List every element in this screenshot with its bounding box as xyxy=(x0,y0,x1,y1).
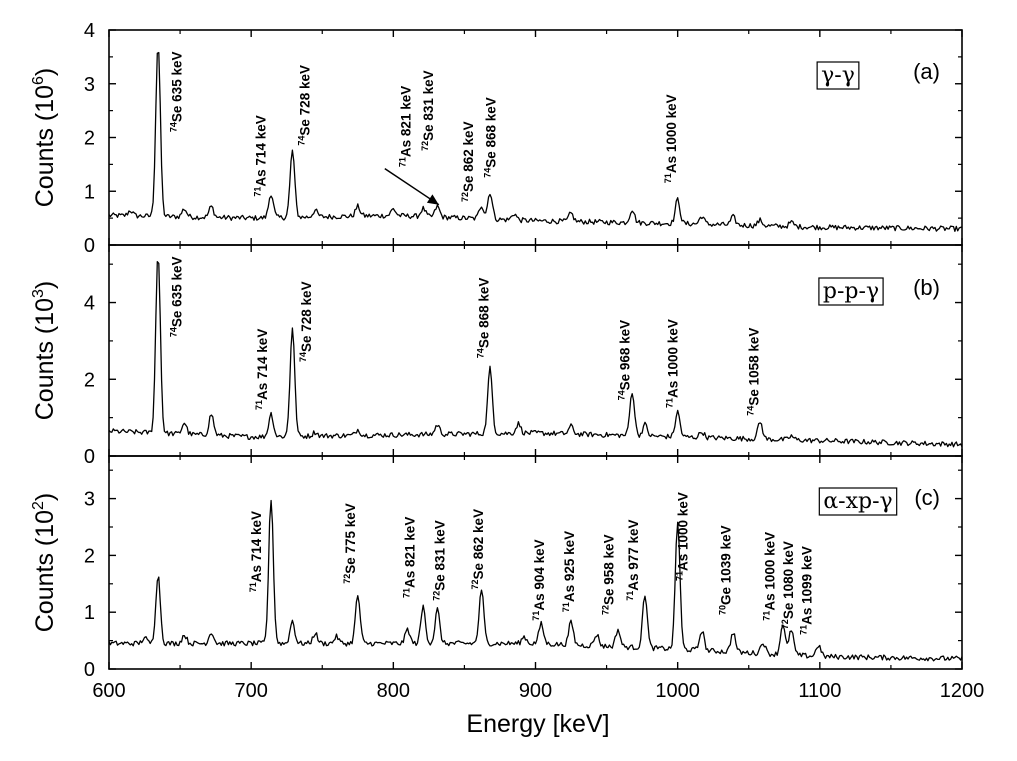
peak-label: 71As 714 keV xyxy=(248,511,264,592)
peak-label: 71As 904 keV xyxy=(531,539,547,620)
peak-label: 71As 714 keV xyxy=(252,115,268,196)
coincidence-label-a: γ-γ xyxy=(821,63,855,88)
peak-label: 71As 714 keV xyxy=(254,329,270,410)
y-tick-label: 3 xyxy=(84,74,95,96)
panel-tag-c: (c) xyxy=(914,485,940,510)
peak-label: 71As 1099 keV xyxy=(798,546,814,635)
y-tick-label: 1 xyxy=(84,602,95,624)
coincidence-label-c: α-xp-γ xyxy=(823,489,892,514)
y-tick-label: 4 xyxy=(84,293,95,315)
peak-label: 74Se 968 keV xyxy=(616,320,632,401)
x-axis-label: Energy [keV] xyxy=(466,710,609,738)
peak-label: 71As 1000 keV xyxy=(761,532,777,621)
peak-label: 70Ge 1039 keV xyxy=(717,525,733,615)
coincidence-label-b: p-p-γ xyxy=(823,279,879,304)
y-tick-label: 3 xyxy=(84,489,95,511)
y-axis-label-b: Counts (103) xyxy=(30,281,59,421)
spectrum-line-c xyxy=(108,499,963,662)
coincidence-label-box xyxy=(818,487,898,516)
peak-label: 72Se 862 keV xyxy=(470,509,486,590)
y-tick-label: 2 xyxy=(84,545,95,567)
y-tick-label: 2 xyxy=(84,128,95,150)
panels-layer: 0 1 2 3 4 Counts (106) (a) γ-γ 74Se 635 keV 71As … xyxy=(30,20,984,702)
spectrum-line-b xyxy=(108,261,963,448)
x-tick-label: 900 xyxy=(519,680,552,702)
y-axis-label-a: Counts (106) xyxy=(30,68,59,208)
coincidence-label-box xyxy=(818,277,884,306)
y-tick-label: 4 xyxy=(84,20,95,42)
y-tick-label: 1 xyxy=(84,181,95,203)
peak-label: 74Se 635 keV xyxy=(169,52,185,133)
peak-label: 72Se 958 keV xyxy=(601,534,617,615)
peak-label: 74Se 728 keV xyxy=(298,281,314,362)
peak-label: 72Se 862 keV xyxy=(460,121,476,202)
panel-frame xyxy=(108,244,963,457)
peak-label: 72Se 831 keV xyxy=(420,70,436,151)
y-tick-label: 0 xyxy=(84,659,95,681)
x-tick-label: 600 xyxy=(92,680,125,702)
arrow-head xyxy=(426,194,439,205)
peak-label: 74Se 868 keV xyxy=(483,97,499,178)
y-tick-label: 0 xyxy=(84,446,95,468)
y-tick-label: 0 xyxy=(84,235,95,257)
panel-tag-b: (b) xyxy=(913,275,940,300)
x-tick-label: 1000 xyxy=(655,680,700,702)
panel-tag-a: (a) xyxy=(913,59,940,84)
peak-label: 74Se 868 keV xyxy=(476,278,492,359)
peak-label: 71As 977 keV xyxy=(625,519,641,600)
peak-label: 74Se 728 keV xyxy=(297,65,313,146)
panel-a: 0 1 2 3 4 Counts (106) (a) γ-γ 74Se 635 keV 71As … xyxy=(30,20,963,257)
peak-label: 74Se 635 keV xyxy=(169,257,185,338)
peak-label: 72Se 775 keV xyxy=(342,503,358,584)
y-tick-label: 2 xyxy=(84,369,95,391)
peak-label: 71As 821 keV xyxy=(397,86,413,167)
coincidence-label-box xyxy=(816,61,860,90)
peak-label: 71As 821 keV xyxy=(402,517,418,598)
x-tick-label: 700 xyxy=(234,680,267,702)
peak-label: 71As 1000 keV xyxy=(663,94,679,183)
spectrum-line-a xyxy=(108,51,963,232)
x-tick-label: 1200 xyxy=(940,680,985,702)
peak-label: 71As 1000 keV xyxy=(675,492,691,581)
peak-label: 71As 1000 keV xyxy=(665,319,681,408)
panel-b: 0 2 4 Counts (103) (b) p-p-γ 74Se 635 keV 71As … xyxy=(30,244,963,468)
y-axis-label-c: Counts (102) xyxy=(30,493,59,633)
x-tick-label: 1100 xyxy=(798,680,841,702)
x-tick-label: 800 xyxy=(377,680,410,702)
peak-label: 72Se 831 keV xyxy=(432,520,448,601)
peak-label: 72Se 1080 keV xyxy=(780,541,796,629)
panel-c: 0 1 2 3 Counts (102) (c) α-xp-γ 71As 714 keV 72S… xyxy=(30,455,985,702)
peak-label: 74Se 1058 keV xyxy=(746,328,762,416)
peak-label: 71As 925 keV xyxy=(561,531,577,612)
